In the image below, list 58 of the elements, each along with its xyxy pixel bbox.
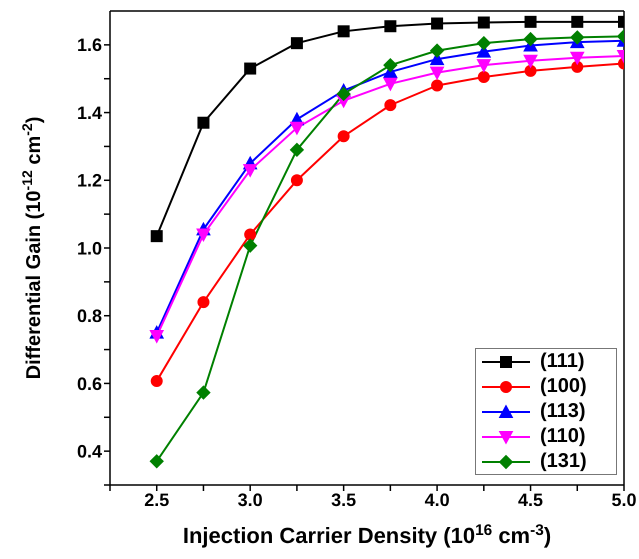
point — [430, 66, 444, 80]
x-tick-label: 2.5 — [144, 490, 170, 510]
x-tick-label: 5.0 — [611, 490, 637, 510]
point — [476, 59, 491, 72]
point — [243, 238, 258, 253]
point — [150, 230, 163, 242]
x-tick-label: 3.0 — [238, 490, 263, 510]
point — [478, 16, 490, 29]
y-tick-label: 0.8 — [76, 306, 102, 326]
point — [338, 130, 350, 142]
point — [197, 296, 210, 308]
legend-label: (111) — [540, 350, 584, 373]
y-tick-label: 0.4 — [76, 442, 102, 462]
point — [197, 116, 210, 129]
y-tick-label: 1.2 — [76, 170, 102, 191]
point — [524, 54, 538, 68]
point — [336, 86, 351, 101]
point — [383, 58, 398, 72]
point — [524, 32, 538, 46]
x-axis-title: Injection Carrier Density (10$^{16}$ cm$^{-3}$) — [182, 522, 552, 548]
legend-label: (100) — [540, 375, 587, 398]
point — [571, 16, 584, 28]
x-tick-label: 3.5 — [331, 490, 356, 510]
point — [430, 44, 444, 58]
point — [150, 375, 163, 388]
point — [338, 25, 350, 38]
point — [384, 20, 396, 32]
x-tick-label: 4.0 — [424, 490, 450, 510]
point — [244, 228, 256, 240]
point — [290, 142, 304, 157]
point — [476, 36, 491, 50]
point — [290, 37, 303, 50]
point — [524, 64, 537, 77]
point — [150, 454, 164, 468]
point — [290, 122, 304, 135]
x-tick-label: 4.5 — [518, 490, 544, 510]
y-tick-label: 1.0 — [76, 238, 102, 258]
point — [478, 71, 490, 84]
point — [431, 18, 444, 30]
y-tick-label: 1.4 — [76, 102, 102, 123]
point — [524, 16, 537, 28]
point — [384, 99, 396, 112]
legend-label: (113) — [540, 400, 586, 423]
legend-label: (131) — [540, 450, 587, 473]
point — [290, 174, 303, 186]
point — [570, 52, 584, 65]
point — [196, 386, 210, 400]
point — [571, 60, 584, 73]
y-tick-label: 1.6 — [76, 35, 102, 56]
point — [244, 62, 256, 75]
point — [570, 30, 584, 44]
point — [150, 330, 164, 344]
point — [243, 164, 258, 178]
point — [431, 79, 444, 92]
y-tick-label: 0.6 — [76, 374, 102, 394]
point — [383, 78, 398, 91]
point — [196, 228, 210, 242]
legend-label: (110) — [540, 425, 586, 448]
